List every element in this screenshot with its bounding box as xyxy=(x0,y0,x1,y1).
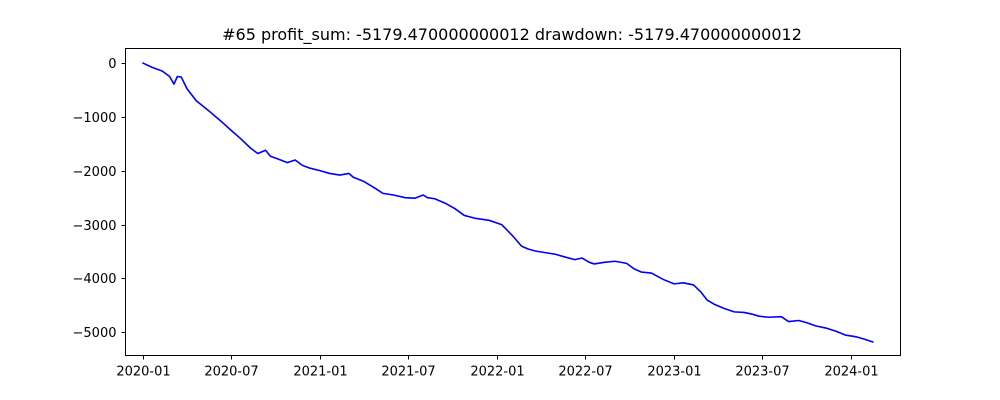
x-tick-label: 2024-01 xyxy=(824,365,878,380)
y-tick-label: 0 xyxy=(108,57,116,72)
plot-frame xyxy=(125,48,901,356)
series-line-0 xyxy=(142,62,874,343)
x-tick-label: 2020-01 xyxy=(116,365,170,380)
y-axis: 0 −1000 −2000 −3000 −4000 −5000 xyxy=(73,57,126,341)
y-tick-label: −1000 xyxy=(73,111,117,126)
y-tick-label: −2000 xyxy=(73,165,117,180)
x-tick-label: 2023-01 xyxy=(647,365,701,380)
x-tick-label: 2020-07 xyxy=(204,365,258,380)
x-axis: 2020-01 2020-07 2021-01 2021-07 2022-01 2022-… xyxy=(116,355,879,380)
y-tick-label: −3000 xyxy=(73,219,117,234)
series-layer xyxy=(142,62,874,343)
y-tick-label: −5000 xyxy=(73,326,117,341)
x-tick-label: 2021-01 xyxy=(293,365,347,380)
x-tick-label: 2022-07 xyxy=(558,365,612,380)
x-tick-label: 2023-07 xyxy=(735,365,789,380)
x-tick-label: 2021-07 xyxy=(381,365,435,380)
chart-title: #65 profit_sum: -5179.470000000012 drawd… xyxy=(222,25,802,45)
y-tick-label: −4000 xyxy=(73,272,117,287)
x-tick-label: 2022-01 xyxy=(470,365,524,380)
